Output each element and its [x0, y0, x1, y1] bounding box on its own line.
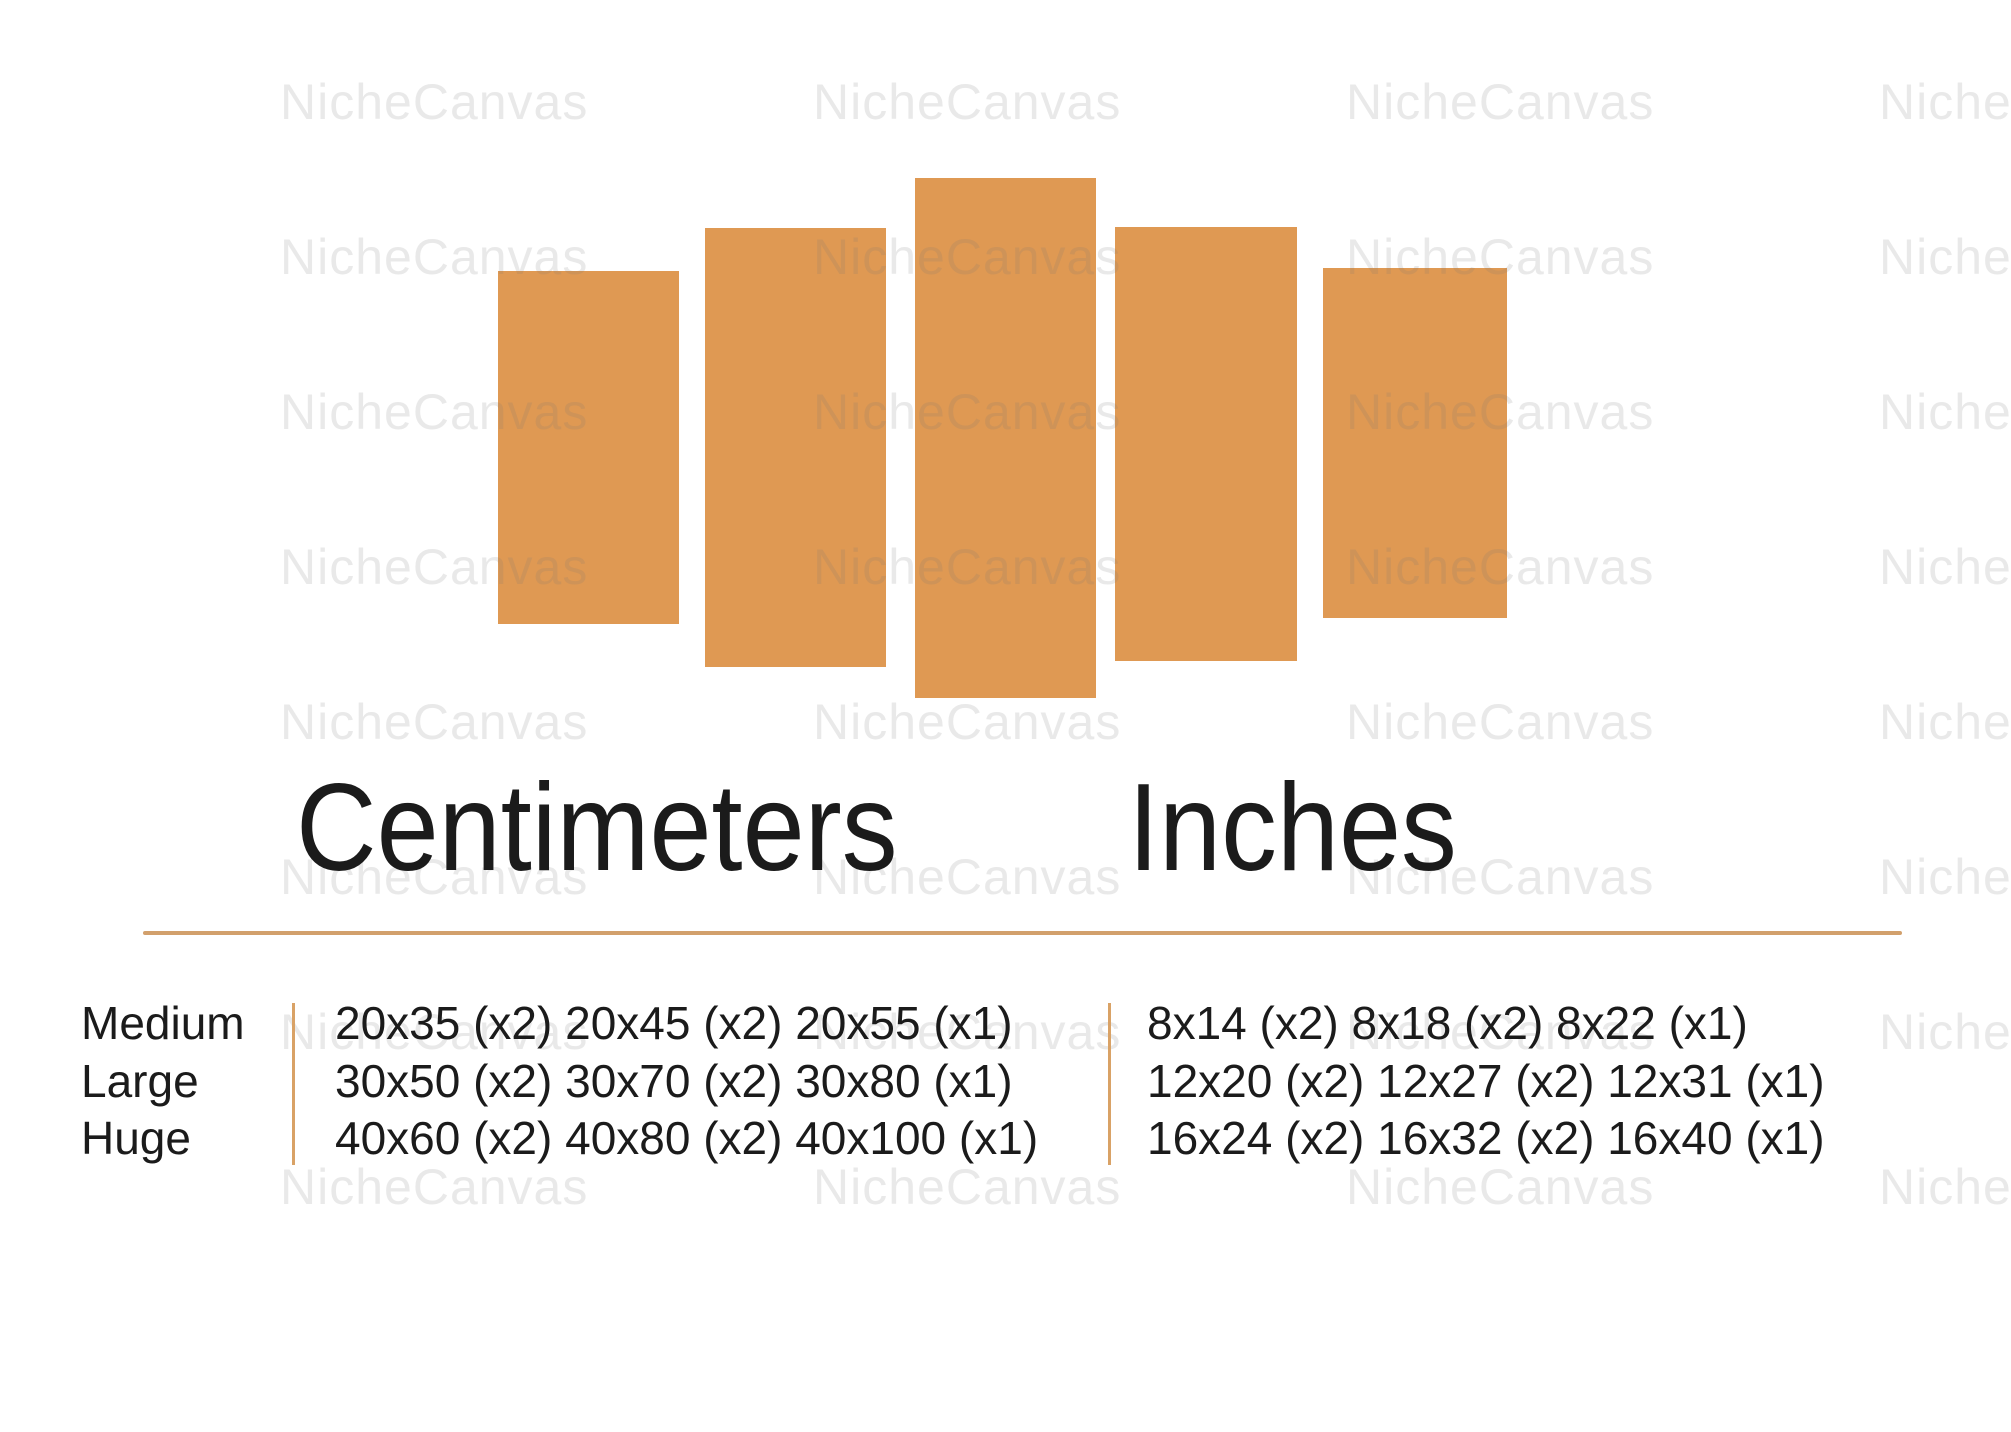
- canvas-panel-left-outer: [498, 271, 679, 624]
- watermark-text: NicheCanvas: [1346, 384, 1655, 440]
- watermark-text: NicheCanvas: [1879, 74, 2011, 130]
- watermark-text: NicheCanvas: [813, 74, 1122, 130]
- inch-size-row-medium: 8x14 (x2) 8x18 (x2) 8x22 (x1): [1147, 997, 1748, 1049]
- inches-heading: Inches: [1128, 759, 1457, 897]
- watermark-text: NicheCanvas: [1346, 849, 1655, 905]
- canvas-panel-right-inner: [1115, 227, 1297, 661]
- watermark-text: NicheCanvas: [1346, 694, 1655, 750]
- watermark-text: NicheCanvas: [1346, 1004, 1655, 1060]
- canvas-panel-left-inner: [705, 228, 886, 667]
- watermark-text: NicheCanvas: [813, 694, 1122, 750]
- watermark-text: NicheCanvas: [813, 849, 1122, 905]
- table-divider-left: [292, 1003, 295, 1165]
- cm-size-row-large: 30x50 (x2) 30x70 (x2) 30x80 (x1): [335, 1054, 1013, 1107]
- watermark-text: NicheCanvas: [280, 384, 589, 440]
- header-divider-line: [143, 931, 1902, 935]
- watermark-text: NicheCanvas: [1879, 1159, 2011, 1215]
- watermark-text: NicheCanvas: [813, 1004, 1122, 1060]
- watermark-text: NicheCanvas: [280, 229, 589, 285]
- inch-size-row-large: 12x20 (x2) 12x27 (x2) 12x31 (x1): [1147, 1054, 1825, 1107]
- canvas-panel-right-outer: [1323, 268, 1507, 618]
- inches-column: 8x14 (x2) 8x18 (x2) 8x22 (x1) 12x20 (x2) …: [1147, 995, 1825, 1168]
- watermark-text: NicheCanvas: [280, 1159, 589, 1215]
- cm-size-row-medium: 20x35 (x2) 20x45 (x2) 20x55 (x1): [335, 997, 1013, 1049]
- cm-size-row-huge: 40x60 (x2) 40x80 (x2) 40x100 (x1): [335, 1112, 1039, 1164]
- watermark-text: NicheCanvas: [280, 1004, 589, 1060]
- size-label-huge: Huge: [81, 1112, 191, 1164]
- watermark-text: NicheCanvas: [1346, 539, 1655, 595]
- watermark-text: NicheCanvas: [813, 384, 1122, 440]
- watermark-text: NicheCanvas: [1879, 384, 2011, 440]
- watermark-text: NicheCanvas: [1346, 1159, 1655, 1215]
- watermark-text: NicheCanvas: [1879, 539, 2011, 595]
- watermark-text: NicheCanvas: [1879, 849, 2011, 905]
- watermark-text: NicheCanvas: [1879, 229, 2011, 285]
- watermark-text: NicheCanvas: [813, 229, 1122, 285]
- watermark-text: NicheCanvas: [280, 74, 589, 130]
- watermark-text: NicheCanvas: [1879, 1004, 2011, 1060]
- watermark-text: NicheCanvas: [1346, 74, 1655, 130]
- centimeters-column: 20x35 (x2) 20x45 (x2) 20x55 (x1) 30x50 (x…: [335, 995, 1038, 1168]
- centimeters-heading: Centimeters: [296, 759, 898, 897]
- watermark-text: NicheCanvas: [813, 1159, 1122, 1215]
- watermark-text: NicheCanvas: [1346, 229, 1655, 285]
- size-label-large: Large: [81, 1054, 199, 1107]
- canvas-panel-center: [915, 178, 1096, 698]
- watermark-text: NicheCanvas: [280, 849, 589, 905]
- watermark-text: NicheCanvas: [280, 539, 589, 595]
- table-divider-right: [1108, 1003, 1111, 1165]
- size-label-medium: Medium: [81, 997, 245, 1049]
- watermark-text: NicheCanvas: [813, 539, 1122, 595]
- watermark-text: NicheCanvas: [1879, 694, 2011, 750]
- watermark-text: NicheCanvas: [280, 694, 589, 750]
- inch-size-row-huge: 16x24 (x2) 16x32 (x2) 16x40 (x1): [1147, 1112, 1825, 1164]
- size-label-column: Medium Large Huge: [81, 995, 245, 1168]
